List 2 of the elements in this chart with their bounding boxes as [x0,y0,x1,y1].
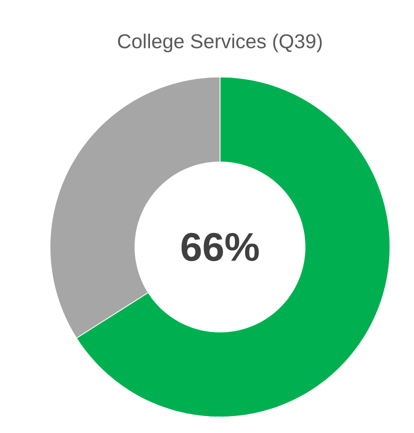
data-label: 66% [182,232,259,262]
chart-title: College Services (Q39) [118,34,322,52]
